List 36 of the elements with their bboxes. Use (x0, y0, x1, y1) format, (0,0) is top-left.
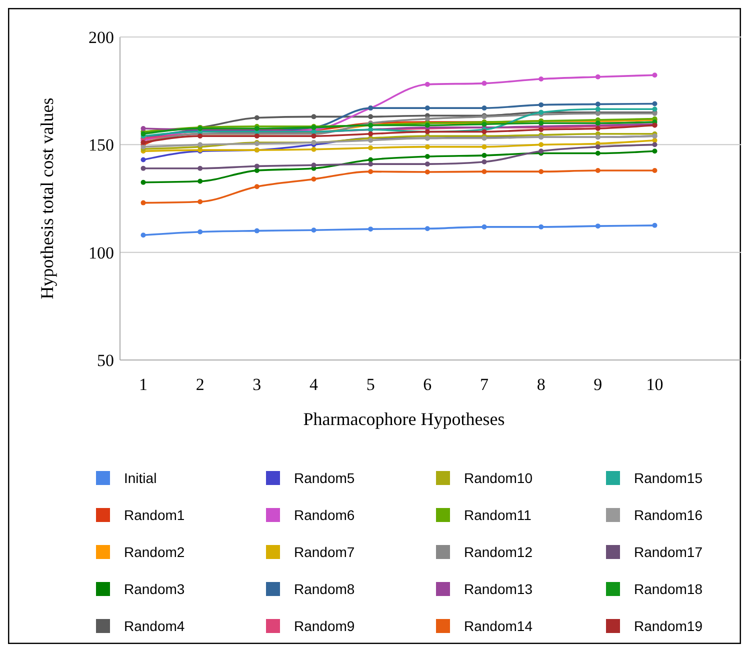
legend-label: Random3 (124, 580, 185, 597)
x-tick-label: 3 (252, 375, 262, 394)
x-tick-label: 6 (423, 375, 432, 394)
legend-label: Random7 (294, 544, 355, 560)
legend-label: Random16 (634, 506, 703, 523)
y-tick-label: 200 (88, 28, 114, 47)
legend-label: Random19 (634, 618, 703, 634)
x-tick-label: 8 (536, 375, 546, 394)
legend-label: Random13 (464, 580, 533, 597)
legend-label: Random12 (464, 544, 533, 560)
y-tick-label: 100 (88, 243, 114, 262)
legend-label: Random17 (634, 544, 703, 560)
legend-label: Initial (124, 470, 157, 486)
x-tick-label: 4 (310, 375, 319, 394)
legend-label: Random9 (294, 618, 355, 634)
legend-label: Random14 (464, 618, 533, 634)
legend-label: Random15 (634, 470, 703, 486)
legend-label: Random5 (294, 470, 355, 486)
x-axis-title: Pharmacophore Hypotheses (303, 409, 505, 429)
x-tick-label: 9 (594, 375, 602, 394)
x-tick-label: 5 (366, 375, 375, 394)
x-tick-label: 10 (646, 375, 664, 394)
x-tick-label: 7 (480, 375, 490, 394)
y-tick-label: 150 (88, 136, 114, 155)
legend-label: Random2 (124, 544, 185, 560)
legend-label: Random1 (124, 506, 185, 523)
y-tick-label: 50 (97, 350, 114, 370)
legend-label: Random11 (464, 506, 532, 523)
x-tick-label: 1 (139, 375, 148, 394)
x-tick-label: 2 (196, 375, 204, 394)
legend-label: Random4 (124, 618, 185, 634)
legend-label: Random8 (294, 580, 355, 597)
legend-label: Random18 (634, 580, 703, 597)
legend-label: Random6 (294, 506, 355, 523)
legend-label: Random10 (464, 470, 533, 486)
y-axis-title: Hypothesis total cost values (37, 98, 57, 300)
